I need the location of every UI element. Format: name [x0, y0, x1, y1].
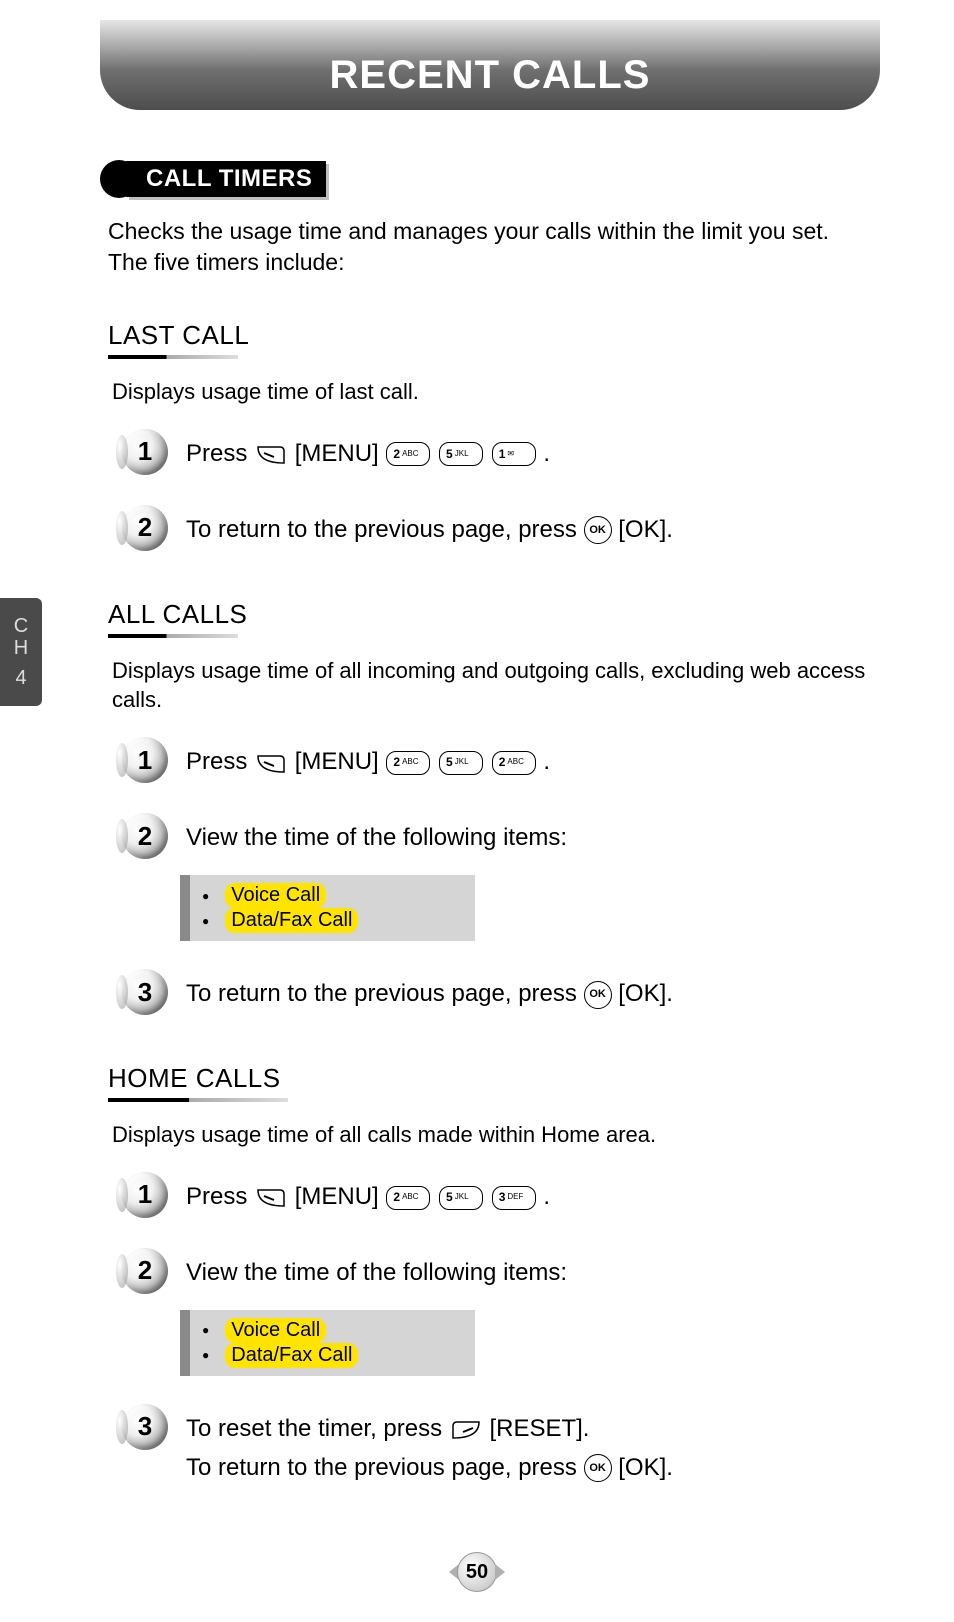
item-voice: Voice Call — [225, 1318, 326, 1343]
step-number-icon: 1 — [122, 737, 168, 783]
ok-label: [OK]. — [618, 980, 673, 1007]
step-number-icon: 2 — [122, 813, 168, 859]
left-softkey-icon — [254, 435, 288, 473]
allcalls-step2: 2 View the time of the following items: — [122, 813, 870, 859]
page-number-wrap: 50 — [449, 1552, 505, 1592]
section-label: CALL TIMERS — [126, 161, 326, 197]
lastcall-desc: Displays usage time of last call. — [112, 377, 870, 407]
left-softkey-icon — [254, 744, 288, 782]
allcalls-title: ALL CALLS — [108, 599, 247, 630]
section-badge: CALL TIMERS — [100, 160, 870, 198]
chapter-tab: C H 4 — [0, 598, 42, 706]
badge-circle-icon — [100, 160, 138, 198]
allcalls-step3-text: To return to the previous page, press OK… — [186, 969, 673, 1013]
content-area: CALL TIMERS Checks the usage time and ma… — [100, 160, 870, 1517]
homecalls-step2: 2 View the time of the following items: — [122, 1248, 870, 1294]
ok-key-icon: OK — [584, 1454, 612, 1482]
press-label: Press — [186, 440, 247, 467]
ok-label: [OK]. — [618, 1454, 673, 1481]
step-number-icon: 2 — [122, 505, 168, 551]
list-item: Data/Fax Call — [202, 908, 463, 933]
section-intro: Checks the usage time and manages your c… — [108, 216, 870, 278]
lastcall-step1: 1 Press [MENU] 2ABC 5JKL 1✉ . — [122, 429, 870, 475]
right-softkey-icon — [449, 1410, 483, 1448]
page-triangle-right-icon — [495, 1564, 505, 1580]
chapter-num: 4 — [15, 667, 26, 689]
homecalls-title: HOME CALLS — [108, 1063, 281, 1094]
allcalls-step1-text: Press [MENU] 2ABC 5JKL 2ABC . — [186, 737, 550, 782]
step-number-icon: 1 — [122, 1172, 168, 1218]
step-number-icon: 1 — [122, 429, 168, 475]
item-datafax: Data/Fax Call — [225, 908, 358, 933]
homecalls-items-box: Voice Call Data/Fax Call — [180, 1310, 475, 1376]
return-label: To return to the previous page, press — [186, 1454, 577, 1481]
key-1: 1✉ — [492, 442, 536, 466]
reset-label: To reset the timer, press — [186, 1415, 442, 1442]
allcalls-step1: 1 Press [MENU] 2ABC 5JKL 2ABC . — [122, 737, 870, 783]
homecalls-step3: 3 To reset the timer, press [RESET]. To … — [122, 1404, 870, 1487]
step-number-icon: 3 — [122, 969, 168, 1015]
homecalls-underline — [108, 1098, 288, 1102]
lastcall-step2-text: To return to the previous page, press OK… — [186, 505, 673, 549]
allcalls-desc: Displays usage time of all incoming and … — [112, 656, 870, 715]
homecalls-step2-text: View the time of the following items: — [186, 1248, 567, 1292]
lastcall-underline — [108, 355, 238, 359]
homecalls-step3-text: To reset the timer, press [RESET]. To re… — [186, 1404, 673, 1487]
key-2: 2ABC — [386, 751, 430, 775]
key-2: 2ABC — [386, 1186, 430, 1210]
menu-label: [MENU] — [295, 1183, 379, 1210]
key-5: 5JKL — [439, 751, 483, 775]
press-label: Press — [186, 748, 247, 775]
key-5: 5JKL — [439, 1186, 483, 1210]
ok-key-icon: OK — [584, 516, 612, 544]
allcalls-step3: 3 To return to the previous page, press … — [122, 969, 870, 1015]
allcalls-items-box: Voice Call Data/Fax Call — [180, 875, 475, 941]
step-number-icon: 2 — [122, 1248, 168, 1294]
item-datafax: Data/Fax Call — [225, 1343, 358, 1368]
list-item: Voice Call — [202, 883, 463, 908]
return-label: To return to the previous page, press — [186, 980, 577, 1007]
header-banner: RECENT CALLS — [100, 20, 880, 110]
allcalls-step2-text: View the time of the following items: — [186, 813, 567, 857]
menu-label: [MENU] — [295, 748, 379, 775]
allcalls-underline — [108, 634, 238, 638]
key-3: 3DEF — [492, 1186, 536, 1210]
ok-key-icon: OK — [584, 981, 612, 1009]
page-title: RECENT CALLS — [330, 53, 651, 98]
list-item: Voice Call — [202, 1318, 463, 1343]
homecalls-desc: Displays usage time of all calls made wi… — [112, 1120, 870, 1150]
lastcall-step2: 2 To return to the previous page, press … — [122, 505, 870, 551]
homecalls-step1: 1 Press [MENU] 2ABC 5JKL 3DEF . — [122, 1172, 870, 1218]
press-label: Press — [186, 1183, 247, 1210]
key-5: 5JKL — [439, 442, 483, 466]
item-voice: Voice Call — [225, 883, 326, 908]
step-number-icon: 3 — [122, 1404, 168, 1450]
lastcall-title: LAST CALL — [108, 320, 249, 351]
chapter-h: H — [14, 637, 28, 659]
homecalls-step1-text: Press [MENU] 2ABC 5JKL 3DEF . — [186, 1172, 550, 1217]
chapter-c: C — [14, 615, 28, 637]
key-2b: 2ABC — [492, 751, 536, 775]
lastcall-step1-text: Press [MENU] 2ABC 5JKL 1✉ . — [186, 429, 550, 474]
list-item: Data/Fax Call — [202, 1343, 463, 1368]
reset-text: [RESET]. — [489, 1415, 589, 1442]
ok-label: [OK]. — [618, 516, 673, 543]
left-softkey-icon — [254, 1178, 288, 1216]
key-2: 2ABC — [386, 442, 430, 466]
menu-label: [MENU] — [295, 440, 379, 467]
return-label: To return to the previous page, press — [186, 516, 577, 543]
page-number: 50 — [457, 1552, 497, 1592]
